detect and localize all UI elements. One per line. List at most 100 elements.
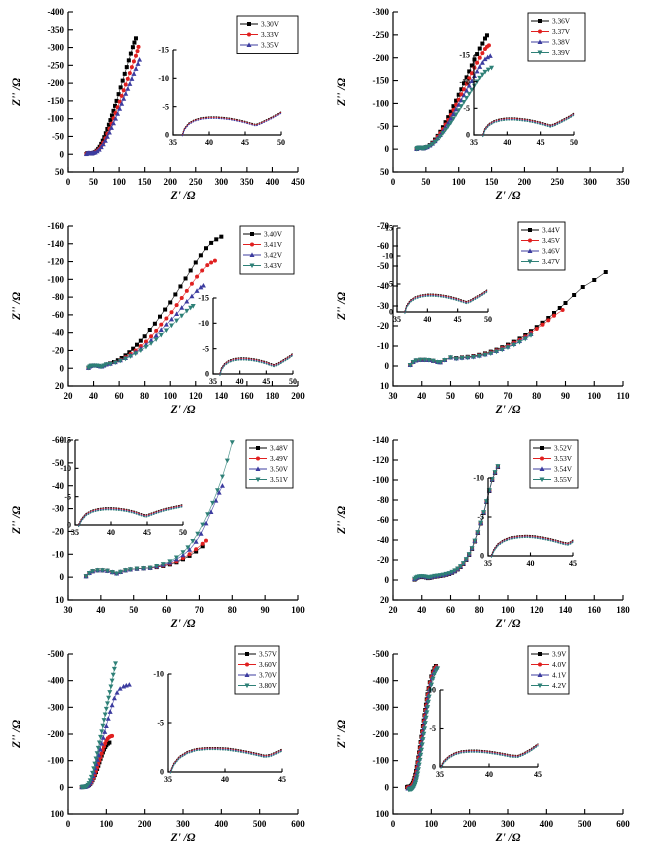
svg-text:3.33V: 3.33V (261, 30, 280, 39)
svg-text:20: 20 (380, 595, 390, 605)
svg-text:45: 45 (143, 528, 151, 537)
svg-text:-300: -300 (373, 7, 390, 17)
svg-text:50: 50 (89, 177, 99, 187)
svg-text:-80: -80 (52, 292, 64, 302)
svg-text:Z'' /Ω: Z'' /Ω (336, 720, 348, 749)
svg-text:100: 100 (51, 809, 65, 819)
svg-text:60: 60 (115, 391, 125, 401)
svg-text:-150: -150 (48, 96, 65, 106)
svg-text:Z'' /Ω: Z'' /Ω (336, 292, 348, 321)
svg-text:-10: -10 (153, 670, 164, 679)
svg-text:50: 50 (289, 377, 297, 386)
svg-text:Z' /Ω: Z' /Ω (495, 832, 521, 844)
svg-text:-10: -10 (377, 341, 389, 351)
svg-text:3.48V: 3.48V (270, 444, 289, 453)
svg-text:-20: -20 (52, 526, 64, 536)
svg-text:-60: -60 (52, 310, 64, 320)
svg-text:50: 50 (484, 315, 492, 324)
series-4.2V (406, 666, 441, 793)
svg-text:600: 600 (291, 819, 305, 829)
svg-text:0: 0 (66, 819, 71, 829)
svg-text:3.53V: 3.53V (554, 454, 573, 463)
svg-text:50: 50 (446, 391, 456, 401)
svg-text:-5: -5 (162, 102, 169, 111)
axes: 0 50 100 150 200 250 300 350-300-250-200-150-10… (373, 7, 631, 187)
svg-text:3.60V: 3.60V (259, 660, 278, 669)
svg-text:3.50V: 3.50V (270, 465, 289, 474)
nyquist-panel-3: 20 40 60 80 100 120 140 160 180 200 -160 -140 -120 -1… (0, 214, 325, 428)
svg-text:-400: -400 (373, 676, 390, 686)
svg-text:40: 40 (221, 775, 229, 784)
svg-text:40: 40 (107, 528, 115, 537)
svg-text:3.51V: 3.51V (270, 475, 289, 484)
svg-text:0: 0 (385, 361, 390, 371)
svg-text:110: 110 (616, 391, 630, 401)
svg-text:0: 0 (389, 308, 393, 317)
svg-text:400: 400 (266, 177, 280, 187)
svg-text:-100: -100 (48, 274, 65, 284)
svg-text:-140: -140 (373, 435, 390, 445)
svg-text:3.49V: 3.49V (270, 454, 289, 463)
svg-text:45: 45 (569, 559, 577, 568)
svg-text:3.43V: 3.43V (264, 261, 283, 270)
svg-text:3.80V: 3.80V (259, 681, 278, 690)
chart-svg-panel-1: 0 50 100 150 200 250 300 350 400 450-400-350-300-… (11, 7, 305, 202)
svg-text:250: 250 (189, 177, 203, 187)
svg-text:35: 35 (484, 559, 492, 568)
svg-text:-10: -10 (52, 549, 64, 559)
chart-svg-panel-6: 20 40 60 80 100 120 140 160 180-140-120-100-80-6… (336, 435, 630, 630)
svg-text:80: 80 (228, 605, 238, 615)
svg-text:3.41V: 3.41V (264, 240, 283, 249)
svg-text:30: 30 (64, 605, 74, 615)
svg-text:-60: -60 (377, 515, 389, 525)
inset-plot: 35 40 45 0 -5 -10 (473, 474, 577, 568)
svg-text:-10: -10 (60, 464, 71, 473)
svg-text:-5: -5 (64, 492, 71, 501)
svg-text:-15: -15 (158, 46, 169, 55)
svg-text:50: 50 (55, 167, 65, 177)
chart-svg-panel-5: 30 40 50 60 70 80 90 100-60-50-40-30-20-10010Z'… (11, 435, 305, 630)
chart-svg-panel-2: 0 50 100 150 200 250 300 350-300-250-200-150-10… (336, 7, 631, 202)
svg-text:-160: -160 (48, 221, 65, 231)
svg-text:-400: -400 (48, 7, 65, 17)
svg-text:0: 0 (60, 149, 65, 159)
svg-text:-10: -10 (425, 686, 436, 695)
svg-text:-10: -10 (198, 319, 209, 328)
svg-text:4.1V: 4.1V (552, 671, 567, 680)
svg-text:-500: -500 (373, 649, 390, 659)
svg-text:-40: -40 (52, 328, 64, 338)
svg-text:35: 35 (164, 775, 172, 784)
svg-text:-15: -15 (198, 294, 209, 303)
svg-text:-100: -100 (48, 114, 65, 124)
svg-text:3.9V: 3.9V (552, 650, 567, 659)
svg-text:90: 90 (261, 605, 271, 615)
svg-text:200: 200 (463, 819, 477, 829)
svg-text:-40: -40 (377, 281, 389, 291)
svg-text:100: 100 (588, 391, 602, 401)
svg-text:0: 0 (480, 552, 484, 561)
svg-text:-10: -10 (158, 74, 169, 83)
svg-text:-250: -250 (48, 60, 65, 70)
svg-text:35: 35 (71, 528, 79, 537)
svg-text:-50: -50 (52, 132, 64, 142)
series-3.51V (83, 440, 235, 579)
svg-text:100: 100 (501, 605, 515, 615)
svg-text:60: 60 (475, 391, 485, 401)
svg-text:Z'' /Ω: Z'' /Ω (11, 506, 23, 535)
svg-text:-50: -50 (377, 261, 389, 271)
chart-svg-panel-8: 0 100 200 300 400 500 600-500-400-300-200-1000… (336, 645, 630, 844)
svg-text:45: 45 (537, 138, 545, 147)
svg-text:-5: -5 (477, 513, 484, 522)
svg-text:10: 10 (55, 595, 65, 605)
svg-text:3.36V: 3.36V (552, 17, 571, 26)
svg-text:3.70V: 3.70V (259, 671, 278, 680)
svg-text:40: 40 (96, 605, 106, 615)
svg-text:-300: -300 (48, 702, 65, 712)
svg-text:3.30V: 3.30V (261, 20, 280, 29)
svg-text:4.2V: 4.2V (552, 681, 567, 690)
svg-text:350: 350 (616, 177, 630, 187)
svg-text:500: 500 (253, 819, 267, 829)
svg-text:-100: -100 (48, 756, 65, 766)
svg-text:150: 150 (485, 177, 499, 187)
